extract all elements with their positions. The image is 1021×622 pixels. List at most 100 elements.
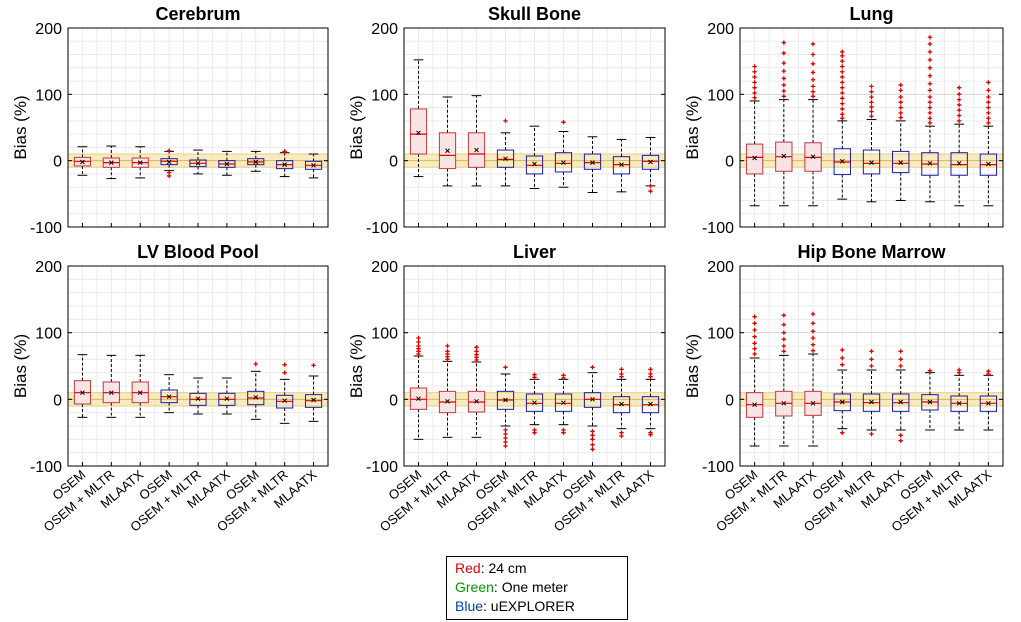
outlier-point — [840, 112, 845, 117]
box-green-osem-mltr — [525, 125, 544, 190]
outlier-point — [590, 429, 595, 434]
legend-item-red: Red: 24 cm — [455, 559, 619, 578]
mean-marker — [311, 162, 316, 168]
y-tick-label: -100 — [702, 220, 734, 237]
y-tick-label: 0 — [53, 154, 62, 171]
outlier-point — [781, 51, 787, 56]
box-green-mlaatx — [218, 377, 236, 415]
outlier-point — [956, 367, 962, 373]
mean-marker — [869, 399, 874, 405]
outlier-point — [986, 369, 991, 374]
outlier-point — [898, 363, 903, 369]
box-red-mlaatx — [467, 95, 486, 187]
outlier-point — [956, 97, 962, 102]
box-blue-osem — [247, 361, 265, 420]
outlier-point — [840, 106, 845, 112]
mean-marker — [474, 147, 479, 153]
outlier-point — [503, 427, 508, 433]
box-green-osem — [496, 365, 515, 449]
legend-color-word: Green — [455, 579, 494, 595]
box-blue-osem — [247, 150, 265, 172]
outlier-point — [927, 116, 933, 121]
y-tick-label: 100 — [35, 326, 62, 343]
y-tick-label: 0 — [725, 154, 734, 171]
outlier-point — [781, 94, 787, 99]
outlier-point — [927, 73, 933, 78]
box-green-osem-mltr — [862, 349, 881, 437]
y-tick-label: 200 — [35, 21, 62, 38]
mean-marker — [445, 148, 450, 154]
box-green-osem — [496, 118, 515, 187]
y-tick-label: 100 — [707, 87, 734, 104]
box-red-osem-mltr — [102, 354, 120, 418]
box-iqr — [612, 156, 631, 175]
legend: Red: 24 cm Green: One meter Blue: uEXPLO… — [446, 556, 628, 620]
outlier-point — [927, 35, 933, 40]
panel-skull-bone: -100 0 100 200 Skull Bone Bias (%) — [347, 4, 666, 237]
outlier-point — [166, 148, 172, 153]
mean-marker — [986, 161, 991, 167]
y-tick-label: -100 — [702, 459, 734, 476]
mean-marker — [224, 161, 230, 167]
outlier-point — [840, 69, 845, 74]
mean-marker — [503, 156, 508, 162]
outlier-point — [810, 311, 816, 317]
box-blue-mlaatx — [304, 153, 323, 179]
outlier-point — [898, 82, 903, 88]
mean-marker — [927, 399, 933, 405]
outlier-point — [840, 85, 845, 90]
box-iqr — [496, 149, 515, 168]
mean-marker — [927, 160, 933, 166]
outlier-point — [619, 367, 624, 372]
mean-marker — [532, 161, 537, 167]
outlier-point — [898, 433, 903, 438]
outlier-point — [752, 74, 757, 80]
mean-marker — [590, 396, 595, 402]
outlier-point — [840, 355, 845, 361]
outlier-point — [781, 60, 787, 66]
mean-marker — [80, 390, 85, 396]
box-iqr — [554, 393, 573, 412]
y-tick-label: 100 — [35, 87, 62, 104]
outlier-point — [752, 321, 757, 326]
box-green-osem-mltr — [189, 377, 207, 415]
y-axis-label: Bias (%) — [683, 334, 702, 398]
outlier-point — [898, 100, 903, 105]
y-axis-label: Bias (%) — [11, 95, 30, 159]
outlier-point — [282, 149, 287, 154]
outlier-point — [311, 363, 316, 368]
mean-marker — [898, 160, 904, 166]
box-blue-osem — [921, 35, 939, 203]
outlier-point — [648, 183, 653, 189]
outlier-point — [840, 74, 845, 80]
outlier-point — [781, 330, 787, 335]
outlier-point — [840, 362, 845, 367]
outlier-point — [445, 349, 450, 354]
legend-label: : uEXPLORER — [483, 598, 575, 614]
legend-color-word: Blue — [455, 598, 484, 614]
y-tick-label: 100 — [707, 326, 734, 343]
box-blue-mlaatx — [641, 367, 660, 437]
mean-marker — [166, 394, 172, 400]
y-tick-label: -100 — [30, 459, 62, 476]
mean-marker — [619, 162, 624, 168]
box-red-mlaatx — [804, 311, 822, 447]
box-green-osem-mltr — [189, 149, 207, 175]
y-tick-label: 0 — [389, 154, 398, 171]
outlier-point — [927, 88, 933, 93]
outlier-point — [752, 341, 757, 346]
box-iqr — [641, 154, 660, 170]
legend-label: : One meter — [493, 579, 568, 595]
box-blue-mlaatx — [979, 369, 998, 431]
outlier-point — [619, 430, 624, 435]
mean-marker — [282, 162, 288, 168]
outlier-point — [810, 77, 816, 82]
mean-marker — [561, 400, 566, 406]
box-iqr — [554, 152, 573, 173]
y-tick-label: 100 — [371, 326, 398, 343]
outlier-point — [810, 84, 816, 89]
outlier-point — [840, 49, 845, 55]
box-red-osem-mltr — [775, 40, 793, 207]
